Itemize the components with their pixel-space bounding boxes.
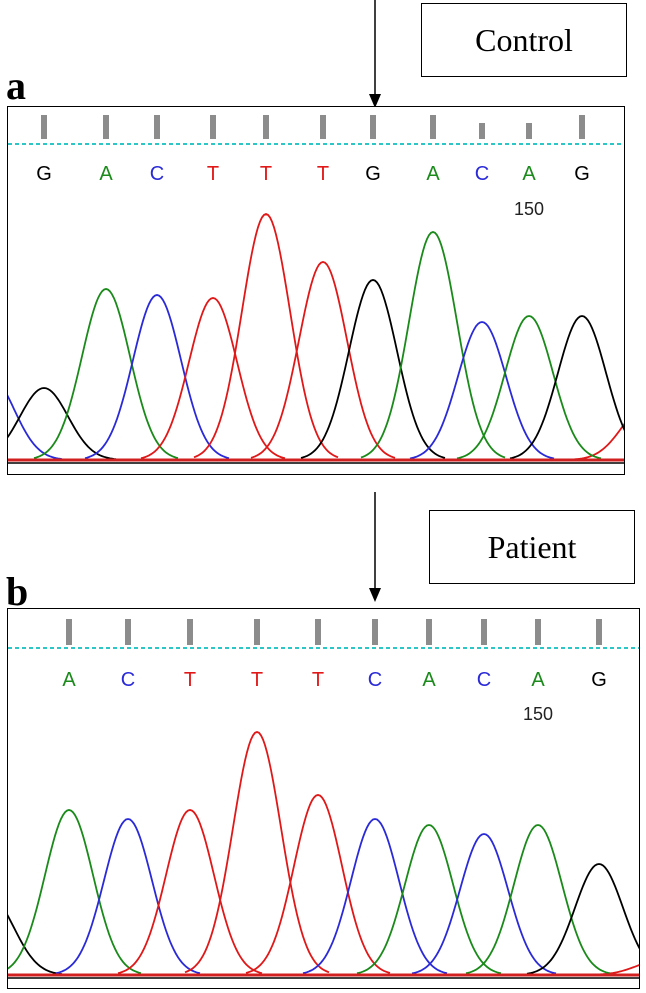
base-call-4: T [312, 669, 324, 691]
base-call-7: A [426, 163, 440, 185]
quality-bar [481, 619, 487, 645]
chromatogram-a-plot: G A C T T T G A C A G 150 [8, 115, 624, 464]
trace-peak-5 [250, 261, 396, 459]
quality-bar [526, 123, 532, 139]
trace-peak-7 [411, 833, 557, 975]
trace-peak-2 [117, 809, 263, 975]
control-label-box: Control [421, 3, 627, 77]
edge-peak-right [573, 422, 624, 461]
base-call-5: C [368, 669, 382, 691]
base-call-8: A [531, 669, 545, 691]
quality-bar [430, 115, 436, 139]
quality-bar [479, 123, 485, 139]
panel-letter-b: b [6, 569, 29, 614]
base-call-9: G [591, 669, 607, 691]
patient-label: Patient [487, 528, 577, 565]
base-call-6: G [365, 163, 381, 185]
quality-bar [103, 115, 109, 139]
quality-bar [579, 115, 585, 139]
quality-bar [535, 619, 541, 645]
base-call-0: A [62, 669, 76, 691]
base-call-8: C [475, 163, 489, 185]
trace-peak-4 [245, 794, 391, 974]
trace-peak-9 [526, 863, 639, 975]
trace-peak-0 [8, 387, 117, 461]
base-call-1: A [99, 163, 113, 185]
quality-bar [41, 115, 47, 139]
trace-peak-8 [465, 824, 611, 975]
quality-bar [125, 619, 131, 645]
trace-peak-6 [300, 279, 446, 459]
trace-peak-10 [509, 315, 624, 460]
trace-peak-2 [84, 294, 230, 460]
trace-peak-9 [456, 315, 602, 460]
trace-peak-1 [33, 288, 179, 459]
base-call-3: T [207, 163, 219, 185]
quality-bar [66, 619, 72, 645]
control-label: Control [475, 21, 573, 58]
trace-peak-0 [8, 809, 142, 975]
base-call-3: T [251, 669, 263, 691]
quality-bar [596, 619, 602, 645]
position-marker: 150 [523, 704, 553, 724]
trace-peak-4 [193, 213, 339, 459]
patient-label-box: Patient [429, 510, 635, 584]
trace-peak-3 [140, 297, 286, 460]
base-call-2: T [184, 669, 196, 691]
trace-peak-5 [302, 818, 448, 975]
quality-bar [370, 115, 376, 139]
base-call-0: G [36, 163, 52, 185]
position-marker: 150 [514, 199, 544, 219]
base-call-2: C [150, 163, 164, 185]
quality-bar [315, 619, 321, 645]
edge-peak-left [8, 914, 63, 975]
quality-bar [426, 619, 432, 645]
trace-peak-3 [184, 731, 330, 974]
chromatogram-b: A C T T T C A C A G 150 [7, 608, 640, 989]
base-call-7: C [477, 669, 491, 691]
mutation-arrow-b [369, 492, 381, 602]
trace-peak-7 [360, 231, 506, 459]
quality-bar [210, 115, 216, 139]
quality-bar [154, 115, 160, 139]
quality-bar [320, 115, 326, 139]
quality-bar [187, 619, 193, 645]
edge-peak-right [589, 964, 639, 976]
quality-bar [372, 619, 378, 645]
base-call-1: C [121, 669, 135, 691]
trace-peak-8 [409, 321, 555, 460]
base-call-9: A [522, 163, 536, 185]
chromatogram-b-plot: A C T T T C A C A G 150 [8, 619, 639, 979]
base-call-5: T [317, 163, 329, 185]
trace-peak-1 [55, 818, 201, 975]
base-call-6: A [422, 669, 436, 691]
edge-peak-left [8, 394, 63, 460]
trace-peak-6 [356, 824, 502, 975]
quality-bar [254, 619, 260, 645]
chromatogram-a: G A C T T T G A C A G 150 [7, 106, 625, 475]
panel-letter-a: a [6, 63, 26, 108]
mutation-arrow-a [369, 0, 381, 108]
base-call-10: G [574, 163, 590, 185]
base-call-4: T [260, 163, 272, 185]
quality-bar [263, 115, 269, 139]
